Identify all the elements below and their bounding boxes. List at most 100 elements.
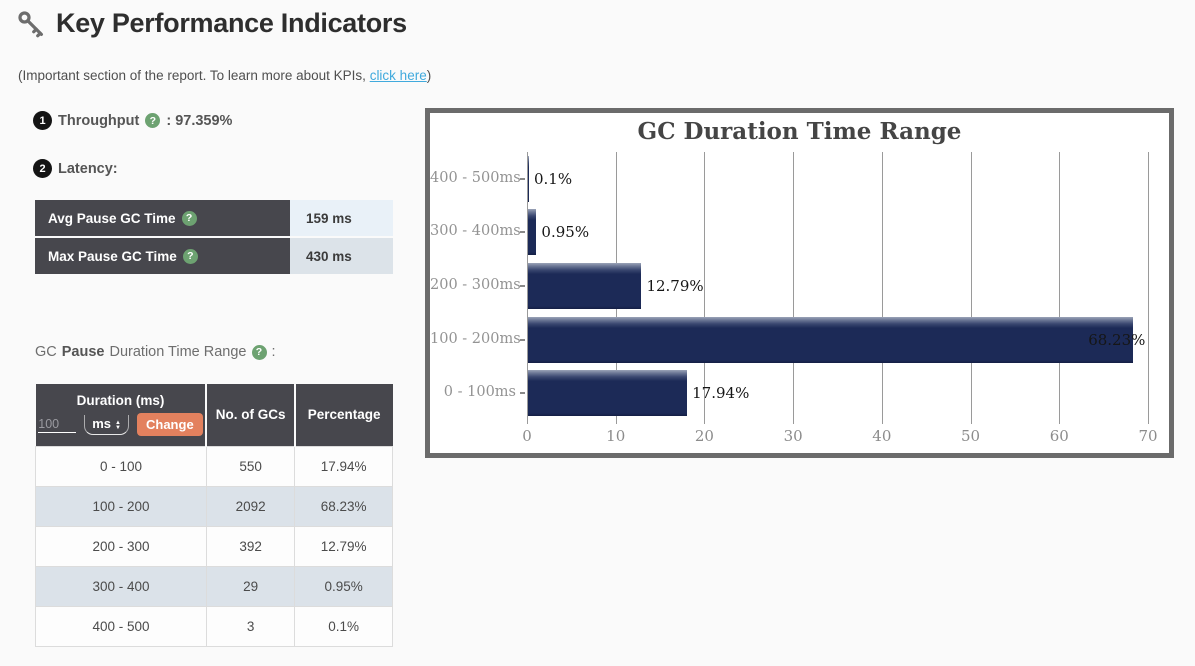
duration-table-body: 0 - 100 550 17.94% 100 - 200 2092 68.23% 200 -…	[35, 445, 393, 647]
chart-gridline	[881, 152, 883, 420]
percentage-cell: 17.94%	[294, 445, 393, 487]
chart-gridline	[1059, 152, 1061, 420]
x-tick-label: 0	[522, 427, 532, 445]
y-axis-tick	[520, 231, 525, 234]
gc-count-cell: 3	[205, 605, 296, 647]
x-axis-tick	[527, 420, 528, 424]
subtitle-text: (Important section of the report. To lea…	[18, 68, 370, 83]
gc-pause-heading: GC Pause Duration Time Range ? :	[35, 344, 276, 360]
x-axis-tick	[1059, 420, 1061, 424]
unit-selected-value: ms	[92, 415, 112, 431]
duration-table-header-row: Duration (ms) ms ▲ ▼ Change N	[35, 384, 393, 446]
chart-gridline	[527, 152, 528, 420]
gc-pause-bold-word: Pause	[61, 344, 105, 360]
chart-gridline	[704, 152, 706, 420]
duration-range-cell: 400 - 500	[35, 605, 207, 647]
gc-pause-prefix: GC	[35, 344, 57, 360]
category-label: 200 - 300ms	[430, 277, 521, 293]
avg-pause-value: 159 ms	[290, 200, 393, 236]
gc-pause-rest: Duration Time Range	[109, 344, 247, 360]
gcs-column-header: No. of GCs	[205, 384, 295, 446]
x-tick-label: 20	[694, 427, 714, 445]
y-axis-tick	[520, 177, 525, 180]
x-tick-label: 50	[961, 427, 981, 445]
bar-segment	[528, 155, 529, 202]
duration-unit-input[interactable]	[38, 416, 77, 433]
percentage-column-header: Percentage	[293, 384, 393, 446]
bar-segment	[528, 209, 537, 256]
table-row: Max Pause GC Time ? 430 ms	[35, 238, 393, 274]
bar-value-label: 0.1%	[534, 169, 573, 188]
gc-duration-chart: GC Duration Time Range 0 10 20 30 40 50 60 70 40…	[425, 108, 1174, 458]
bar-value-label: 0.95%	[541, 223, 590, 242]
change-button[interactable]: Change	[137, 413, 203, 437]
x-axis-tick	[793, 420, 795, 424]
percentage-cell: 0.1%	[294, 605, 393, 647]
gc-count-cell: 550	[205, 445, 296, 487]
percentage-cell: 12.79%	[294, 525, 393, 567]
kpi-learn-more-link[interactable]: click here	[369, 68, 427, 83]
gc-count-cell: 2092	[205, 485, 296, 527]
chart-gridline	[970, 152, 972, 420]
x-tick-label: 40	[872, 427, 892, 445]
x-axis-tick	[1148, 420, 1149, 424]
throughput-label: Throughput	[58, 112, 140, 129]
duration-table: Duration (ms) ms ▲ ▼ Change N	[35, 384, 393, 647]
latency-line: 2 Latency:	[33, 159, 118, 178]
gc-count-cell: 392	[205, 525, 296, 567]
max-pause-value: 430 ms	[290, 238, 393, 274]
help-icon[interactable]: ?	[145, 113, 161, 128]
x-tick-label: 70	[1138, 427, 1158, 445]
help-icon[interactable]: ?	[251, 344, 267, 360]
chart-gridline	[1148, 152, 1149, 420]
throughput-value: : 97.359%	[166, 112, 233, 129]
table-row: 0 - 100 550 17.94%	[35, 445, 393, 487]
x-tick-label: 60	[1049, 427, 1069, 445]
table-row: 100 - 200 2092 68.23%	[35, 485, 393, 527]
table-row: 400 - 500 3 0.1%	[35, 605, 393, 647]
avg-pause-label-cell: Avg Pause GC Time ?	[35, 200, 290, 236]
badge-1: 1	[33, 111, 52, 130]
bar-value-label: 17.94%	[692, 384, 750, 403]
duration-range-cell: 0 - 100	[35, 445, 207, 487]
max-pause-label: Max Pause GC Time	[48, 248, 177, 264]
chart-title: GC Duration Time Range	[637, 118, 962, 145]
bar-segment	[528, 263, 642, 309]
page-header: Key Performance Indicators	[16, 8, 407, 39]
chart-canvas: GC Duration Time Range 0 10 20 30 40 50 60 70 40…	[430, 113, 1169, 453]
latency-label: Latency:	[58, 160, 118, 177]
badge-2: 2	[33, 159, 52, 178]
x-axis-tick	[704, 420, 706, 424]
max-pause-label-cell: Max Pause GC Time ?	[35, 238, 290, 274]
chart-gridline	[793, 152, 795, 420]
category-label: 400 - 500ms	[430, 169, 521, 186]
category-label: 300 - 400ms	[430, 223, 521, 240]
y-axis-tick	[520, 338, 525, 341]
page-title: Key Performance Indicators	[56, 8, 407, 38]
percentage-cell: 68.23%	[294, 485, 393, 527]
gc-count-cell: 29	[205, 565, 296, 607]
duration-range-cell: 200 - 300	[35, 525, 207, 567]
latency-table: Avg Pause GC Time ? 159 ms Max Pause GC …	[35, 198, 393, 276]
bar-segment	[528, 370, 688, 417]
help-icon[interactable]: ?	[182, 248, 198, 264]
avg-pause-label: Avg Pause GC Time	[48, 210, 176, 226]
y-axis-tick	[520, 285, 525, 287]
x-tick-label: 30	[783, 427, 803, 445]
table-row: Avg Pause GC Time ? 159 ms	[35, 200, 393, 236]
percentage-cell: 0.95%	[294, 565, 393, 607]
unit-select-dropdown[interactable]: ms ▲ ▼	[84, 414, 129, 435]
bar-segment	[528, 316, 1134, 363]
section-subtitle: (Important section of the report. To lea…	[18, 68, 431, 83]
help-icon[interactable]: ?	[181, 210, 197, 226]
duration-column-header: Duration (ms) ms ▲ ▼ Change	[35, 384, 207, 446]
x-axis-tick	[970, 420, 972, 424]
table-row: 300 - 400 29 0.95%	[35, 565, 393, 607]
subtitle-suffix: )	[426, 68, 432, 83]
y-axis-tick	[520, 392, 525, 395]
category-label: 100 - 200ms	[430, 330, 521, 347]
bar-value-label: 68.23%	[1088, 330, 1146, 349]
bar-value-label: 12.79%	[646, 277, 704, 295]
gc-pause-colon: :	[271, 344, 276, 360]
x-axis-tick	[615, 420, 617, 424]
